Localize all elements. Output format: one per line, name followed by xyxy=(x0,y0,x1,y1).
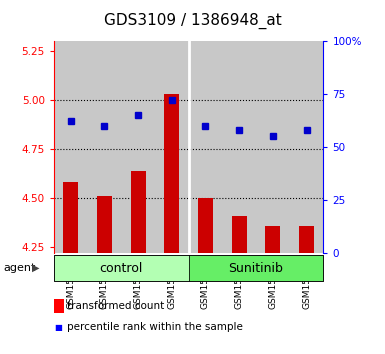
Bar xyxy=(232,216,247,253)
Bar xyxy=(198,198,213,253)
Bar xyxy=(189,41,223,253)
Bar xyxy=(164,94,179,253)
Text: ■: ■ xyxy=(55,323,62,332)
Bar xyxy=(223,41,256,253)
Bar xyxy=(97,196,112,253)
Text: agent: agent xyxy=(4,263,36,273)
Bar xyxy=(265,225,280,253)
Text: Sunitinib: Sunitinib xyxy=(229,262,283,275)
Text: ▶: ▶ xyxy=(32,263,40,273)
Text: control: control xyxy=(100,262,143,275)
Bar xyxy=(63,182,78,253)
Bar xyxy=(88,41,121,253)
Text: percentile rank within the sample: percentile rank within the sample xyxy=(67,322,243,332)
Bar xyxy=(131,171,146,253)
Bar xyxy=(155,41,189,253)
Bar xyxy=(121,41,155,253)
Text: transformed count: transformed count xyxy=(67,301,165,311)
Bar xyxy=(299,225,314,253)
Bar xyxy=(290,41,323,253)
Bar xyxy=(256,41,290,253)
Bar xyxy=(54,41,88,253)
Text: GDS3109 / 1386948_at: GDS3109 / 1386948_at xyxy=(104,12,281,29)
